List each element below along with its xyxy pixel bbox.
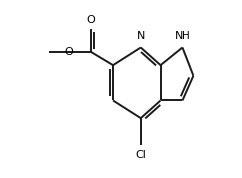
Text: N: N bbox=[175, 31, 183, 41]
Text: H: H bbox=[182, 31, 189, 41]
Text: O: O bbox=[65, 47, 73, 57]
Text: Cl: Cl bbox=[135, 150, 146, 160]
Text: O: O bbox=[87, 15, 95, 25]
Text: N: N bbox=[136, 31, 145, 41]
